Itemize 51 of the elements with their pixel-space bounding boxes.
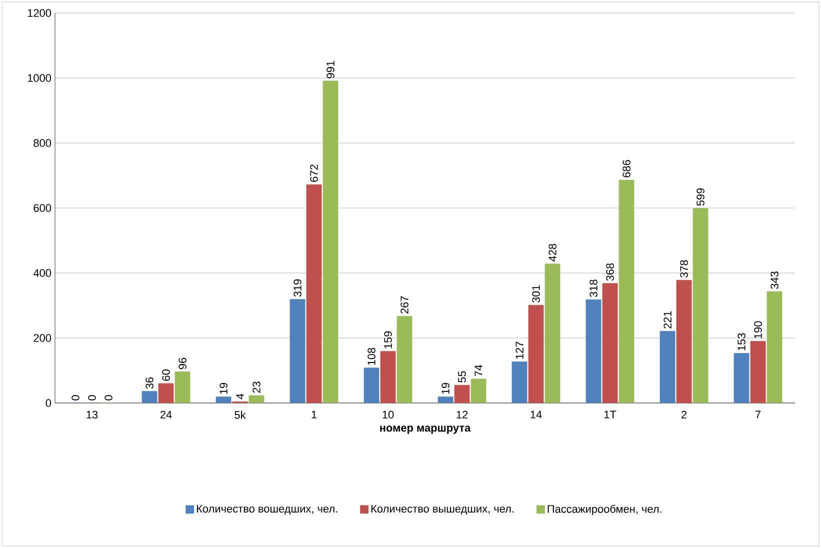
legend-label: Количество вышедших, чел. bbox=[371, 504, 514, 515]
data-label: 267 bbox=[400, 296, 408, 314]
x-tick-label: 1 bbox=[312, 410, 317, 418]
data-label: 19 bbox=[442, 382, 450, 394]
x-tick-label: 24 bbox=[160, 410, 172, 418]
data-label: 108 bbox=[368, 348, 376, 365]
data-label: 686 bbox=[622, 160, 630, 178]
x-tick-label: 5k bbox=[234, 410, 246, 419]
data-label: 301 bbox=[532, 285, 540, 303]
data-label: 153 bbox=[738, 333, 746, 350]
data-label: 159 bbox=[384, 331, 392, 348]
data-label: 378 bbox=[680, 260, 688, 278]
y-tick-label: 1000 bbox=[28, 74, 52, 82]
x-tick-label: 12 bbox=[456, 410, 468, 418]
x-tick-label: 7 bbox=[756, 410, 761, 418]
y-tick-label: 0 bbox=[46, 399, 52, 407]
data-label: 60 bbox=[162, 370, 170, 381]
data-label: 221 bbox=[664, 311, 672, 328]
x-tick-label: 1T bbox=[604, 410, 616, 418]
data-label: 0 bbox=[104, 395, 112, 400]
y-tick-label: 1200 bbox=[28, 9, 52, 17]
data-label: 127 bbox=[516, 342, 524, 359]
x-tick-label: 14 bbox=[530, 410, 542, 418]
data-label: 190 bbox=[754, 321, 762, 338]
y-tick-label: 800 bbox=[34, 139, 52, 147]
y-tick-label: 600 bbox=[34, 204, 52, 212]
data-label: 428 bbox=[548, 244, 556, 262]
y-tick-label: 200 bbox=[34, 334, 52, 342]
data-label: 74 bbox=[474, 364, 482, 376]
data-label: 599 bbox=[696, 188, 704, 206]
x-axis-title: номер маршрута bbox=[380, 426, 471, 434]
data-label: 23 bbox=[252, 382, 260, 393]
data-label: 36 bbox=[146, 377, 154, 389]
data-label: 55 bbox=[458, 371, 466, 382]
legend-label: Пассажирообмен, чел. bbox=[548, 504, 662, 515]
data-label: 0 bbox=[88, 395, 96, 400]
x-tick-label: 13 bbox=[86, 410, 98, 419]
data-label: 96 bbox=[178, 358, 186, 370]
x-tick-label: 10 bbox=[382, 410, 394, 419]
x-tick-label: 2 bbox=[682, 410, 687, 418]
data-label: 672 bbox=[310, 164, 318, 182]
data-label: 319 bbox=[294, 279, 302, 297]
data-label: 4 bbox=[236, 394, 244, 400]
data-label: 368 bbox=[606, 263, 614, 281]
data-label: 343 bbox=[770, 272, 778, 289]
y-tick-label: 400 bbox=[33, 269, 52, 277]
data-label: 0 bbox=[72, 395, 80, 400]
data-label: 318 bbox=[590, 280, 598, 298]
legend-label: Количество вошедших, чел. bbox=[196, 504, 338, 515]
data-label: 19 bbox=[220, 382, 228, 394]
data-label: 991 bbox=[326, 60, 334, 78]
